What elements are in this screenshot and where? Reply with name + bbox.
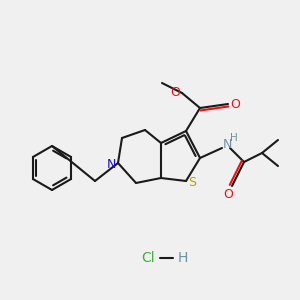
Text: Cl: Cl [141,251,155,265]
Text: N: N [106,158,116,170]
Text: O: O [170,85,180,98]
Text: S: S [188,176,196,190]
Text: O: O [223,188,233,200]
Text: N: N [222,137,232,151]
Text: H: H [178,251,188,265]
Text: H: H [230,133,238,143]
Text: O: O [230,98,240,112]
